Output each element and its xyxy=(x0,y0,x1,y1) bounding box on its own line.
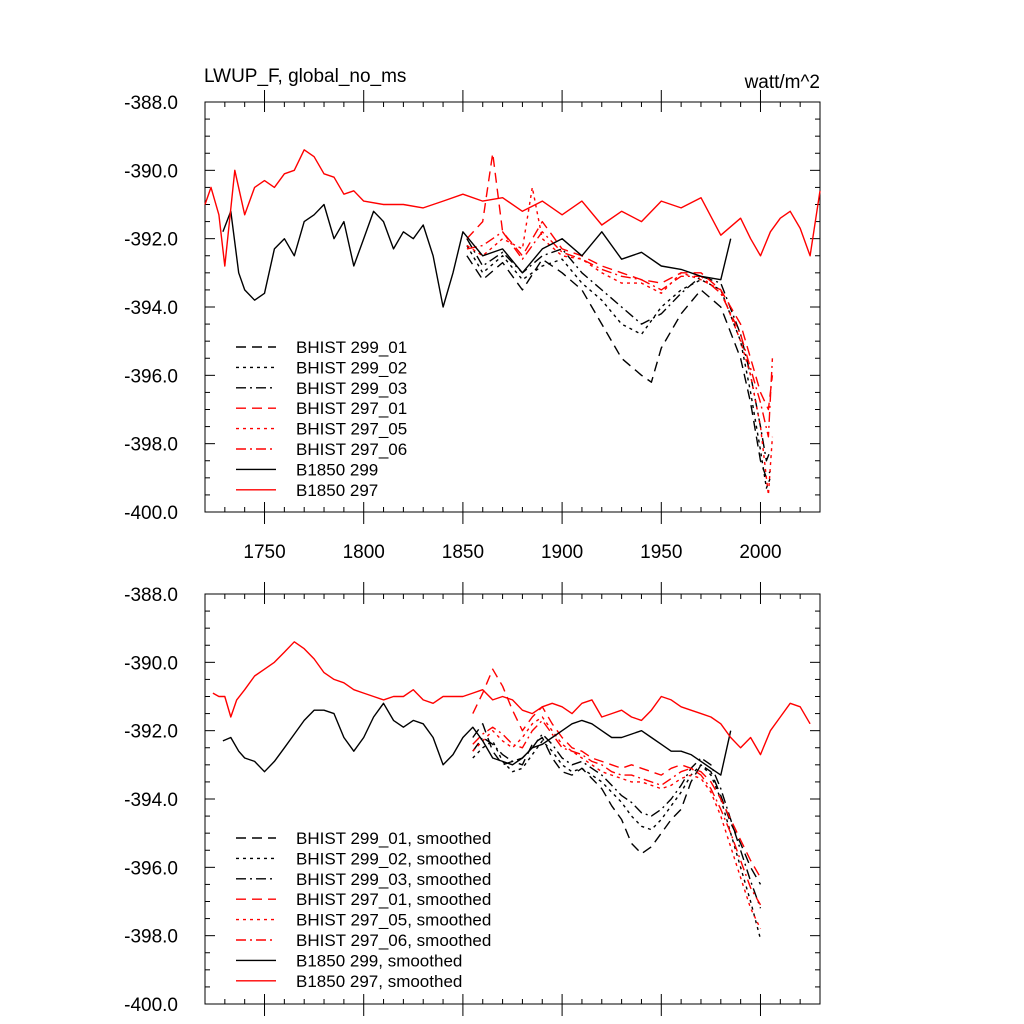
series-line xyxy=(222,203,732,308)
legend-label: BHIST 297_01 xyxy=(296,399,407,418)
y-tick-label: -394.0 xyxy=(124,790,178,811)
series-line xyxy=(466,186,774,496)
x-tick-label: 1900 xyxy=(541,542,583,563)
legend-label: BHIST 297_05 xyxy=(296,420,407,439)
series-line xyxy=(472,723,762,885)
legend-label: B1850 299, smoothed xyxy=(296,951,462,970)
x-tick-label: 1800 xyxy=(343,542,385,563)
legend-label: BHIST 299_03 xyxy=(296,379,407,398)
legend-label: BHIST 299_02 xyxy=(296,358,407,377)
series-line xyxy=(222,702,732,776)
legend-label: BHIST 299_01, smoothed xyxy=(296,829,491,848)
y-tick-label: -396.0 xyxy=(124,858,178,879)
series-line xyxy=(212,641,811,756)
y-tick-label: -398.0 xyxy=(124,435,178,456)
legend-label: B1850 297, smoothed xyxy=(296,972,462,991)
legend-label: BHIST 299_03, smoothed xyxy=(296,870,491,889)
legend-label: B1850 297 xyxy=(296,481,378,500)
y-tick-label: -400.0 xyxy=(124,503,178,524)
y-tick-label: -392.0 xyxy=(124,230,178,251)
series-line xyxy=(466,245,772,489)
y-tick-label: -400.0 xyxy=(124,995,178,1016)
series-line xyxy=(472,740,762,940)
legend-label: BHIST 299_01 xyxy=(296,338,407,357)
y-tick-label: -396.0 xyxy=(124,366,178,387)
y-tick-label: -388.0 xyxy=(124,93,178,114)
series-line xyxy=(466,231,774,438)
chart-title: LWUP_F, global_no_ms xyxy=(204,66,406,87)
y-tick-label: -392.0 xyxy=(124,722,178,743)
series-line xyxy=(472,719,762,906)
series-line xyxy=(472,668,762,878)
legend-label: BHIST 297_06 xyxy=(296,440,407,459)
legend-label: B1850 299 xyxy=(296,460,378,479)
y-tick-label: -394.0 xyxy=(124,298,178,319)
legend-label: BHIST 297_01, smoothed xyxy=(296,890,491,909)
top-panel: -388.0 -390.0 -392.0 -394.0 -396.0 -398.0 -400… xyxy=(124,90,821,563)
y-tick-label: -390.0 xyxy=(124,653,178,674)
bottom-panel: -388.0 -390.0 -392.0 -394.0 -396.0 -398.0 -400… xyxy=(124,582,821,1016)
series-line xyxy=(466,255,772,479)
legend-label: BHIST 297_05, smoothed xyxy=(296,911,491,930)
x-tick-label: 1850 xyxy=(442,542,484,563)
series-line xyxy=(472,716,762,930)
x-tick-label: 1750 xyxy=(243,542,285,563)
legend-label: BHIST 297_06, smoothed xyxy=(296,931,491,950)
x-tick-label: 2000 xyxy=(739,542,781,563)
x-tick-label: 1950 xyxy=(640,542,682,563)
y-tick-label: -390.0 xyxy=(124,161,178,182)
chart-units: watt/m^2 xyxy=(744,72,820,93)
series-line xyxy=(472,733,762,909)
y-tick-label: -398.0 xyxy=(124,927,178,948)
series-line xyxy=(466,152,774,411)
series-line xyxy=(204,149,821,267)
legend-label: BHIST 299_02, smoothed xyxy=(296,849,491,868)
y-tick-label: -388.0 xyxy=(124,585,178,606)
